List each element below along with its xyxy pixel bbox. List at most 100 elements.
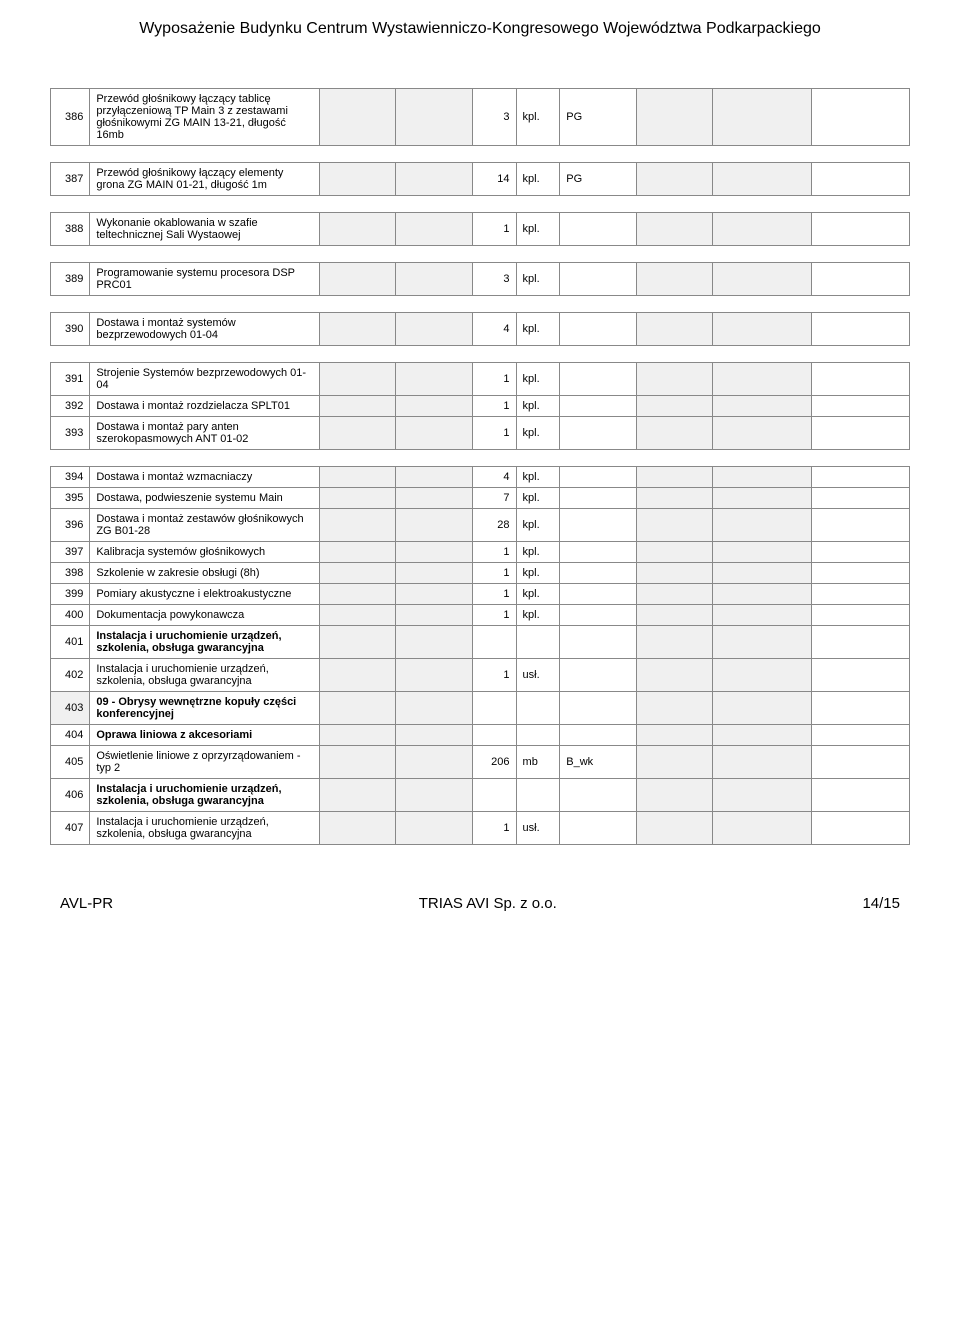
- cell-qty: 1: [472, 396, 516, 417]
- spec-table: 388Wykonanie okablowania w szafie teltec…: [50, 212, 910, 246]
- cell-h: [811, 746, 909, 779]
- cell-a: [319, 363, 396, 396]
- cell-unit: [516, 725, 560, 746]
- cell-desc: Oprawa liniowa z akcesoriami: [90, 725, 320, 746]
- cell-g: [713, 563, 811, 584]
- cell-f: [636, 626, 713, 659]
- table-row: 390Dostawa i montaż systemów bezprzewodo…: [51, 313, 910, 346]
- cell-qty: 1: [472, 363, 516, 396]
- cell-h: [811, 363, 909, 396]
- cell-g: [713, 313, 811, 346]
- cell-h: [811, 626, 909, 659]
- cell-f: [636, 509, 713, 542]
- cell-b: [396, 509, 473, 542]
- cell-f: [636, 313, 713, 346]
- cell-e: [560, 779, 637, 812]
- table-row: 402Instalacja i uruchomienie urządzeń, s…: [51, 659, 910, 692]
- cell-e: [560, 584, 637, 605]
- cell-desc: Oświetlenie liniowe z oprzyrządowaniem -…: [90, 746, 320, 779]
- cell-g: [713, 746, 811, 779]
- cell-a: [319, 509, 396, 542]
- cell-idx: 388: [51, 213, 90, 246]
- table-row: 392Dostawa i montaż rozdzielacza SPLT011…: [51, 396, 910, 417]
- table-row: 397Kalibracja systemów głośnikowych1kpl.: [51, 542, 910, 563]
- cell-idx: 404: [51, 725, 90, 746]
- cell-qty: 1: [472, 812, 516, 845]
- cell-desc: Dostawa i montaż pary anten szerokopasmo…: [90, 417, 320, 450]
- cell-a: [319, 692, 396, 725]
- cell-g: [713, 363, 811, 396]
- cell-unit: usł.: [516, 659, 560, 692]
- cell-qty: 1: [472, 659, 516, 692]
- cell-unit: usł.: [516, 812, 560, 845]
- cell-b: [396, 563, 473, 584]
- cell-f: [636, 563, 713, 584]
- cell-f: [636, 812, 713, 845]
- cell-a: [319, 396, 396, 417]
- cell-h: [811, 263, 909, 296]
- cell-e: [560, 812, 637, 845]
- cell-unit: kpl.: [516, 313, 560, 346]
- cell-a: [319, 488, 396, 509]
- cell-f: [636, 213, 713, 246]
- spec-table: 391Strojenie Systemów bezprzewodowych 01…: [50, 362, 910, 450]
- cell-unit: kpl.: [516, 563, 560, 584]
- cell-qty: 7: [472, 488, 516, 509]
- cell-unit: [516, 692, 560, 725]
- cell-f: [636, 263, 713, 296]
- cell-idx: 403: [51, 692, 90, 725]
- cell-b: [396, 467, 473, 488]
- table-row: 406Instalacja i uruchomienie urządzeń, s…: [51, 779, 910, 812]
- cell-b: [396, 626, 473, 659]
- cell-h: [811, 467, 909, 488]
- cell-desc: Pomiary akustyczne i elektroakustyczne: [90, 584, 320, 605]
- cell-b: [396, 659, 473, 692]
- cell-e: [560, 509, 637, 542]
- cell-e: [560, 363, 637, 396]
- cell-g: [713, 605, 811, 626]
- table-row: 40309 - Obrysy wewnętrzne kopuły części …: [51, 692, 910, 725]
- cell-b: [396, 584, 473, 605]
- cell-g: [713, 263, 811, 296]
- cell-g: [713, 396, 811, 417]
- cell-desc: Instalacja i uruchomienie urządzeń, szko…: [90, 659, 320, 692]
- cell-f: [636, 396, 713, 417]
- page-title: Wyposażenie Budynku Centrum Wystawiennic…: [50, 20, 910, 38]
- cell-unit: kpl.: [516, 163, 560, 196]
- cell-desc: Dokumentacja powykonawcza: [90, 605, 320, 626]
- cell-idx: 394: [51, 467, 90, 488]
- cell-b: [396, 163, 473, 196]
- cell-h: [811, 89, 909, 146]
- cell-b: [396, 725, 473, 746]
- cell-b: [396, 313, 473, 346]
- cell-qty: [472, 725, 516, 746]
- cell-b: [396, 263, 473, 296]
- cell-idx: 406: [51, 779, 90, 812]
- cell-g: [713, 89, 811, 146]
- cell-h: [811, 605, 909, 626]
- cell-b: [396, 363, 473, 396]
- cell-e: [560, 488, 637, 509]
- cell-qty: 3: [472, 89, 516, 146]
- cell-e: [560, 467, 637, 488]
- cell-g: [713, 779, 811, 812]
- cell-a: [319, 659, 396, 692]
- cell-idx: 386: [51, 89, 90, 146]
- cell-f: [636, 725, 713, 746]
- cell-e: [560, 626, 637, 659]
- table-row: 395Dostawa, podwieszenie systemu Main7kp…: [51, 488, 910, 509]
- spec-table: 390Dostawa i montaż systemów bezprzewodo…: [50, 312, 910, 346]
- table-row: 398Szkolenie w zakresie obsługi (8h)1kpl…: [51, 563, 910, 584]
- cell-e: [560, 692, 637, 725]
- cell-g: [713, 626, 811, 659]
- cell-b: [396, 746, 473, 779]
- cell-idx: 397: [51, 542, 90, 563]
- footer-left: AVL-PR: [60, 895, 113, 912]
- cell-e: [560, 417, 637, 450]
- cell-b: [396, 779, 473, 812]
- cell-f: [636, 659, 713, 692]
- cell-qty: 206: [472, 746, 516, 779]
- cell-h: [811, 542, 909, 563]
- cell-idx: 400: [51, 605, 90, 626]
- cell-unit: kpl.: [516, 584, 560, 605]
